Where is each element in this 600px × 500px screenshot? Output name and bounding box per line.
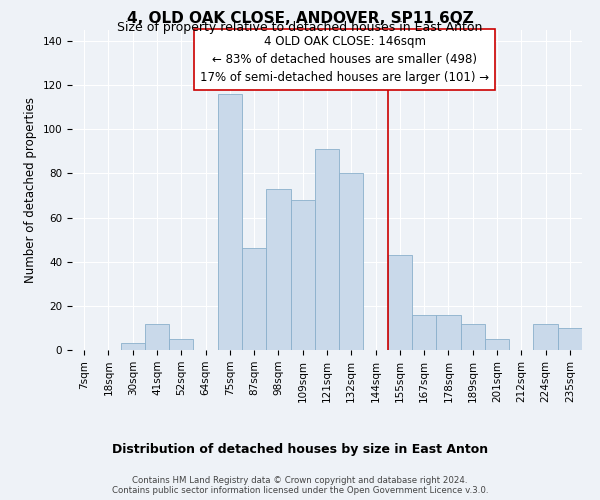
- Text: Size of property relative to detached houses in East Anton: Size of property relative to detached ho…: [118, 22, 482, 35]
- Bar: [461, 324, 485, 350]
- Bar: [339, 174, 364, 350]
- Bar: [558, 328, 582, 350]
- Text: Contains public sector information licensed under the Open Government Licence v.: Contains public sector information licen…: [112, 486, 488, 495]
- Text: Contains HM Land Registry data © Crown copyright and database right 2024.: Contains HM Land Registry data © Crown c…: [132, 476, 468, 485]
- Bar: [145, 324, 169, 350]
- Text: 4, OLD OAK CLOSE, ANDOVER, SP11 6QZ: 4, OLD OAK CLOSE, ANDOVER, SP11 6QZ: [127, 11, 473, 26]
- Bar: [412, 314, 436, 350]
- Bar: [169, 339, 193, 350]
- Bar: [218, 94, 242, 350]
- Bar: [533, 324, 558, 350]
- Bar: [266, 189, 290, 350]
- Bar: [485, 339, 509, 350]
- Bar: [290, 200, 315, 350]
- Bar: [436, 314, 461, 350]
- Text: 4 OLD OAK CLOSE: 146sqm
← 83% of detached houses are smaller (498)
17% of semi-d: 4 OLD OAK CLOSE: 146sqm ← 83% of detache…: [200, 35, 490, 84]
- Bar: [388, 255, 412, 350]
- Text: Distribution of detached houses by size in East Anton: Distribution of detached houses by size …: [112, 442, 488, 456]
- Bar: [242, 248, 266, 350]
- Bar: [121, 344, 145, 350]
- Y-axis label: Number of detached properties: Number of detached properties: [24, 97, 37, 283]
- Bar: [315, 149, 339, 350]
